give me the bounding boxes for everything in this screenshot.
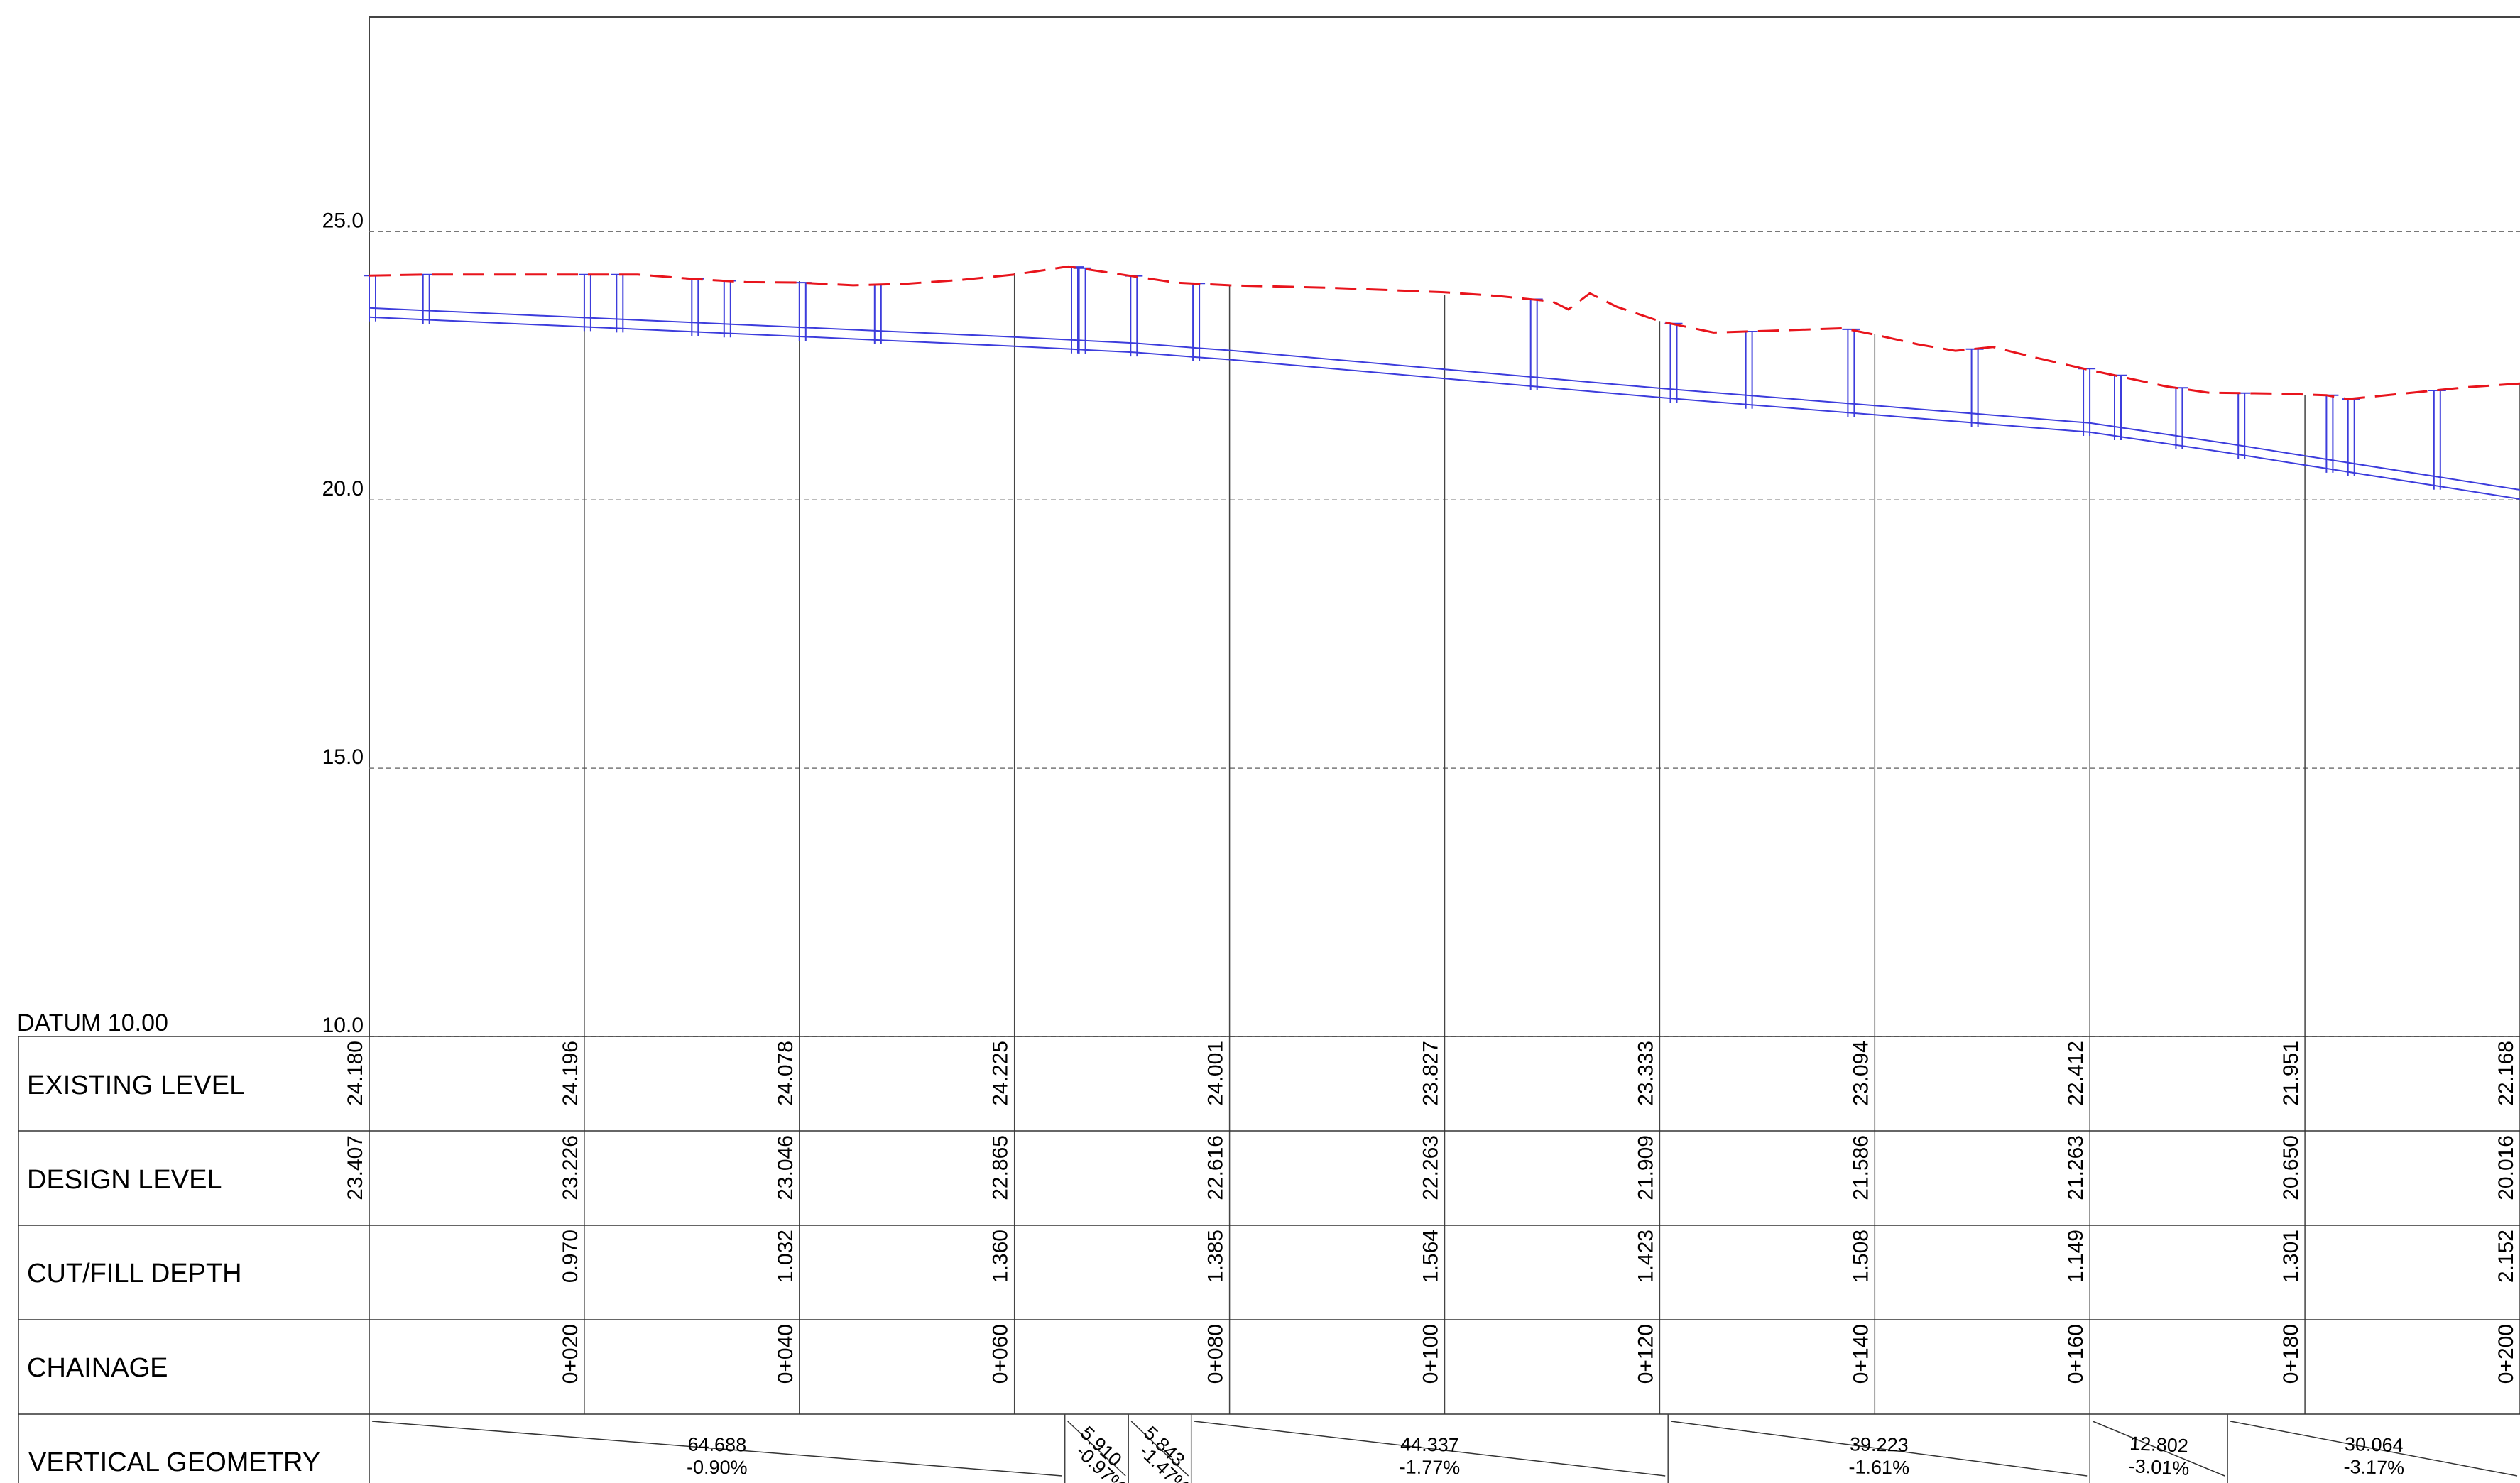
vg-grade-line <box>371 1421 1062 1477</box>
profile-grid <box>369 16 2520 1037</box>
cut-fill-value: 1.301 <box>2279 1230 2303 1283</box>
existing-level-value: 23.827 <box>1419 1041 1443 1106</box>
design-level-value: 22.616 <box>1204 1135 1228 1200</box>
y-tick-label: 25.0 <box>322 209 364 232</box>
data-table <box>18 1036 2520 1483</box>
existing-level-line <box>369 265 2520 400</box>
design-level-value: 20.650 <box>2279 1135 2303 1200</box>
y-tick-label: 20.0 <box>322 477 364 500</box>
cut-fill-value: 1.149 <box>2064 1230 2088 1283</box>
vg-length: 39.223 <box>1850 1433 1909 1455</box>
chainage-value: 0+020 <box>559 1324 582 1384</box>
design-level-value: 23.407 <box>344 1135 367 1200</box>
cut-fill-value: 1.564 <box>1419 1230 1443 1283</box>
chainage-value: 0+040 <box>774 1324 797 1384</box>
vg-grade-line <box>1194 1421 1666 1477</box>
cut-fill-value: 1.385 <box>1204 1230 1228 1283</box>
vg-grade-line <box>1671 1421 2088 1477</box>
station-values: 24.180 23.407 24.196 23.226 0.970 0+020 24.078… <box>344 1041 2518 1384</box>
existing-level-value: 24.196 <box>559 1041 582 1106</box>
row-label-cutfill: CUT/FILL DEPTH <box>27 1259 242 1288</box>
design-level-value: 21.909 <box>1634 1135 1657 1200</box>
existing-level-value: 24.225 <box>989 1041 1013 1106</box>
row-label-chainage: CHAINAGE <box>27 1353 168 1383</box>
existing-level-value: 22.168 <box>2494 1041 2518 1106</box>
design-level-value: 22.865 <box>989 1135 1013 1200</box>
vg-grade: -3.17% <box>2343 1456 2404 1479</box>
vg-grade: -3.01% <box>2128 1455 2190 1479</box>
design-level-value: 23.046 <box>774 1135 797 1200</box>
vg-grade: -1.61% <box>1848 1456 1909 1478</box>
vg-length: 30.064 <box>2345 1433 2404 1456</box>
chainage-value: 0+060 <box>989 1324 1013 1384</box>
design-level-value: 20.016 <box>2494 1135 2518 1200</box>
vg-grade: -1.77% <box>1400 1456 1461 1478</box>
design-level-value: 21.586 <box>1849 1135 1872 1200</box>
vg-length: 44.337 <box>1400 1433 1459 1455</box>
row-label-design: DESIGN LEVEL <box>27 1165 222 1195</box>
vg-length: 12.802 <box>2129 1433 2189 1457</box>
design-level-value: 23.226 <box>559 1135 582 1200</box>
chainage-value: 0+120 <box>1634 1324 1657 1384</box>
vg-grade-line <box>1067 1421 1126 1477</box>
vertical-geometry-row: 64.688-0.90% 5.910-0.97% 5.843-1.47% 44.337… <box>371 1414 2518 1483</box>
chainage-value: 0+200 <box>2494 1324 2518 1384</box>
vg-grade: -0.90% <box>687 1457 748 1479</box>
chainage-value: 0+160 <box>2064 1324 2088 1384</box>
vg-grade-line <box>2092 1421 2225 1477</box>
chainage-value: 0+180 <box>2279 1324 2303 1384</box>
existing-level-value: 24.180 <box>344 1041 367 1106</box>
chainage-value: 0+080 <box>1204 1324 1228 1384</box>
chainage-value: 0+100 <box>1419 1324 1443 1384</box>
y-tick-label: 15.0 <box>322 745 364 769</box>
existing-level-value: 23.333 <box>1634 1041 1657 1106</box>
existing-level-value: 22.412 <box>2064 1041 2088 1106</box>
cut-fill-value: 1.423 <box>1634 1230 1657 1283</box>
y-tick-label: 10.0 <box>322 1014 364 1037</box>
existing-level-value: 24.078 <box>774 1041 797 1106</box>
vg-grade-line <box>1130 1421 1189 1477</box>
cut-fill-value: 0.970 <box>559 1230 582 1283</box>
existing-level-value: 23.094 <box>1849 1041 1872 1106</box>
row-label-existing: EXISTING LEVEL <box>27 1071 244 1100</box>
cut-fill-value: 1.032 <box>774 1230 797 1283</box>
cut-fill-value: 1.360 <box>989 1230 1013 1283</box>
cut-fill-value: 2.152 <box>2494 1230 2518 1283</box>
existing-level-value: 21.951 <box>2279 1041 2303 1106</box>
row-label-vertical: VERTICAL GEOMETRY <box>28 1448 320 1477</box>
cut-fill-value: 1.508 <box>1849 1230 1872 1283</box>
vg-length: 64.688 <box>687 1434 746 1456</box>
y-axis: 10.0 15.0 20.0 25.0 <box>322 209 364 1037</box>
existing-level-value: 24.001 <box>1204 1041 1228 1106</box>
chainage-value: 0+140 <box>1849 1324 1872 1384</box>
vg-grade-line <box>2230 1421 2518 1477</box>
design-level-value: 22.263 <box>1419 1135 1443 1200</box>
design-level-value: 21.263 <box>2064 1135 2088 1200</box>
datum-label: DATUM 10.00 <box>17 1009 168 1036</box>
